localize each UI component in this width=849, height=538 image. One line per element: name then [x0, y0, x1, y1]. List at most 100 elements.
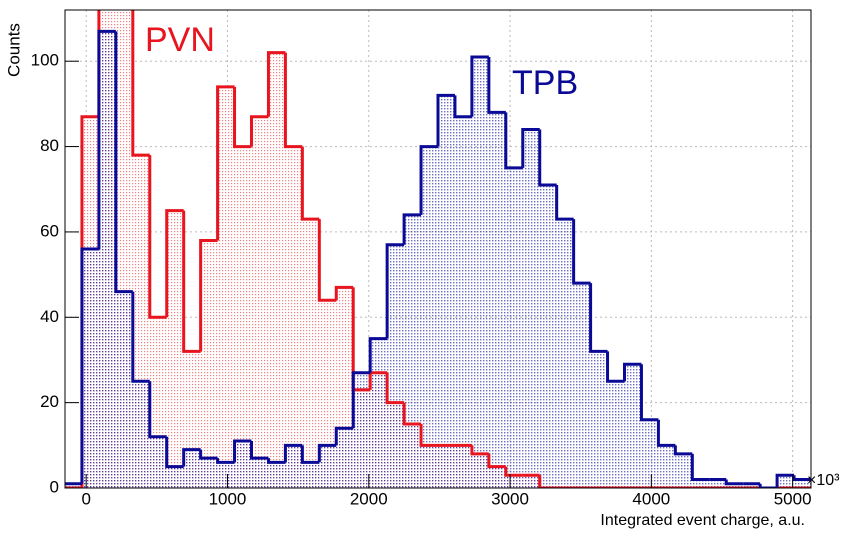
histogram-outline	[470, 55, 489, 117]
histogram-outline	[351, 371, 371, 429]
histogram-bar	[200, 240, 218, 488]
x-tick-label: 2000	[350, 489, 388, 508]
histogram-outline	[538, 475, 557, 488]
histogram-bar	[607, 381, 625, 488]
histogram-outline	[317, 443, 337, 463]
histogram-bar	[421, 146, 438, 488]
histogram-outline	[199, 449, 218, 460]
series-label: PVN	[145, 21, 215, 59]
x-tick-label: 5000	[774, 489, 812, 508]
histogram-outline	[317, 219, 337, 302]
histogram-bar	[115, 291, 133, 488]
histogram-outline	[656, 419, 676, 447]
histogram-bar	[319, 300, 337, 488]
histogram-outline	[233, 86, 252, 149]
histogram-bar	[658, 445, 676, 488]
histogram-bar	[217, 462, 235, 488]
histogram-outline	[453, 95, 472, 119]
histogram-outline	[487, 56, 506, 114]
histogram-outline	[165, 209, 184, 318]
histogram-bar	[285, 445, 303, 488]
histogram-outline	[690, 453, 710, 481]
histogram-outline	[216, 458, 235, 464]
histogram-bar	[387, 244, 405, 488]
histogram-bar	[81, 249, 99, 488]
histogram-outline	[283, 443, 303, 463]
histogram-outline	[419, 145, 438, 215]
histogram-bar	[641, 419, 659, 488]
histogram-bar	[268, 462, 286, 488]
histogram-bar	[98, 31, 116, 488]
histogram-outline	[673, 445, 693, 456]
histogram-bar	[200, 458, 218, 488]
histogram-bar	[709, 479, 727, 488]
histogram-bar	[234, 146, 252, 488]
histogram-outline	[368, 337, 388, 373]
x-tick-label: 0	[81, 489, 90, 508]
histogram-bar	[65, 483, 82, 488]
histogram-bar	[370, 338, 388, 488]
histogram-outline	[266, 51, 286, 117]
series-label: TPB	[512, 64, 578, 102]
histogram-bar	[166, 210, 184, 488]
histogram-bar	[149, 436, 167, 488]
histogram-outline	[165, 436, 184, 469]
histogram-bar	[692, 479, 710, 488]
histogram-outline	[402, 213, 422, 245]
histogram-bar	[353, 372, 371, 488]
histogram-outline	[131, 291, 150, 383]
histogram-outline	[80, 247, 99, 484]
histogram-outline	[639, 364, 659, 422]
histogram-bar	[404, 214, 422, 488]
histogram-bar	[217, 86, 235, 488]
histogram-bar	[132, 381, 150, 488]
histogram-bar	[166, 466, 184, 488]
histogram-outline	[97, 29, 116, 249]
histogram-bar	[743, 483, 761, 488]
histogram-outline	[114, 31, 133, 294]
histogram-bar	[522, 129, 540, 488]
histogram-bar	[505, 167, 523, 488]
y-tick-label: 100	[31, 51, 59, 70]
histogram-bar	[590, 351, 608, 488]
histogram-outline	[300, 146, 320, 221]
y-tick-label: 20	[40, 392, 59, 411]
histogram-outline	[250, 115, 269, 147]
histogram-outline	[334, 285, 354, 301]
plot-frame	[64, 9, 812, 489]
histogram-outline	[368, 371, 388, 390]
histogram-bar	[488, 112, 506, 488]
histogram-bar	[183, 449, 201, 488]
histogram-bar	[454, 116, 472, 488]
x-tick-label: 1000	[209, 489, 247, 508]
histogram-outline	[385, 372, 405, 405]
histogram-bar	[285, 146, 303, 488]
histogram-outline	[792, 475, 811, 481]
histogram-outline	[148, 155, 167, 319]
histogram-outline	[233, 439, 252, 463]
y-tick-label: 40	[40, 307, 59, 326]
histogram-outline	[385, 243, 405, 339]
x-axis-title: Integrated event charge, a.u.	[600, 512, 805, 529]
histogram-bar	[471, 56, 489, 488]
histogram-bar	[675, 453, 693, 488]
histogram-bar	[794, 479, 811, 488]
histogram-outline	[758, 483, 778, 488]
histogram-outline	[487, 453, 506, 469]
plot-area	[65, 10, 811, 488]
histogram-bar	[438, 95, 455, 488]
histogram-bar	[234, 441, 252, 488]
histogram-outline	[216, 85, 235, 241]
histogram-bar	[573, 283, 591, 488]
y-tick-label: 60	[40, 221, 59, 240]
histogram-outline	[199, 238, 218, 352]
histogram-outline	[606, 351, 625, 383]
histogram-outline	[470, 445, 489, 456]
histogram-bar	[268, 52, 286, 488]
histogram-outline	[402, 402, 422, 426]
histogram-outline	[334, 426, 354, 446]
histogram-outline	[589, 283, 608, 353]
y-tick-label: 80	[40, 136, 59, 155]
histogram-bar	[556, 219, 574, 488]
histogram-bar	[336, 428, 354, 488]
